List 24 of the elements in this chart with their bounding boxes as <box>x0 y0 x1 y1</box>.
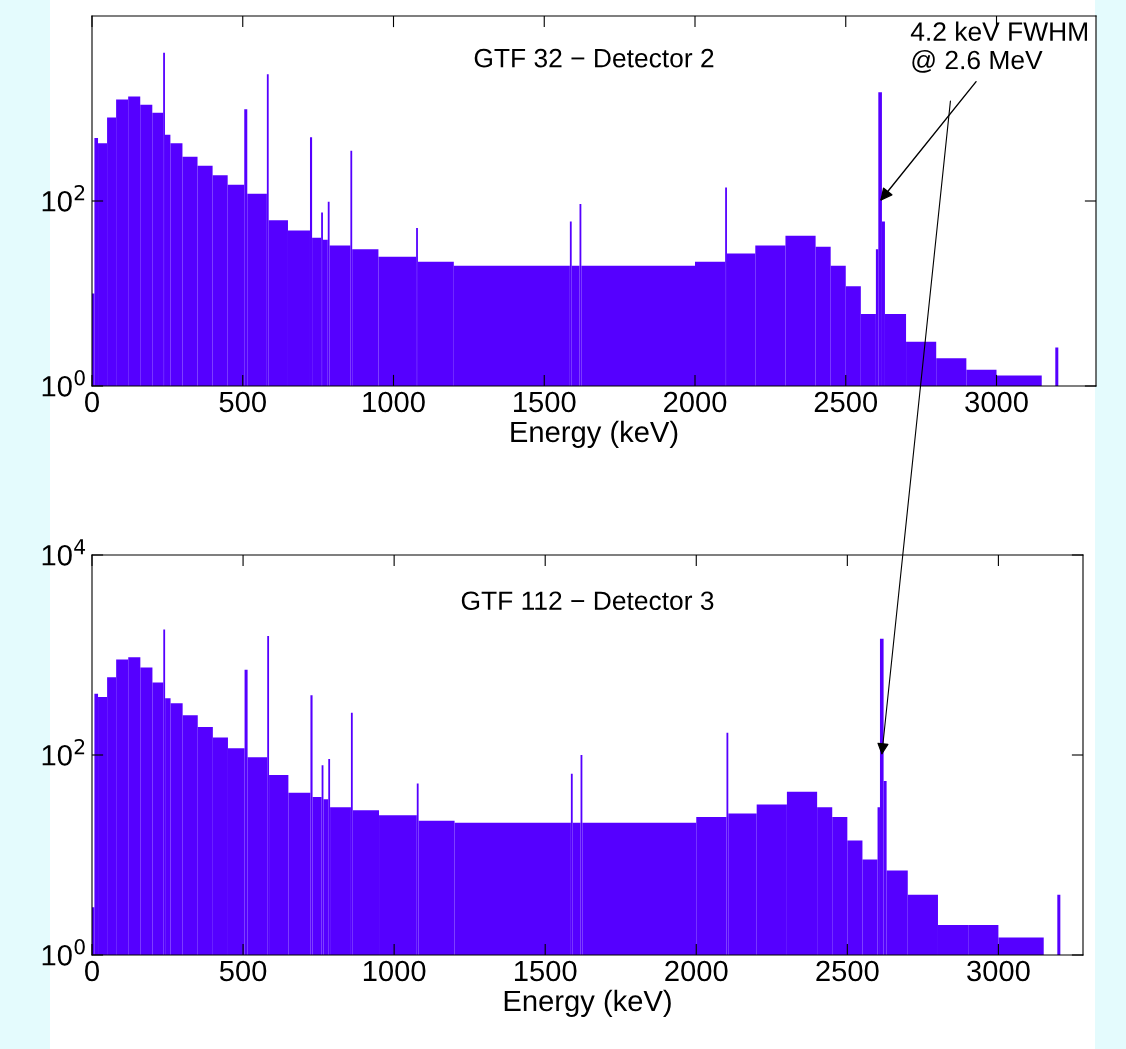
x-tick-label: 2000 <box>665 960 728 982</box>
text: GTF 112 − Detector 3 <box>461 591 714 611</box>
y-tick-label: 10$^{2}$ <box>42 739 85 766</box>
x-tick-label: 2500 <box>816 960 879 982</box>
x-tick-label: 0 <box>85 391 99 413</box>
annotation: 4.2 keV FWHM @ 2.6 MeV <box>910 21 1087 73</box>
x-tick-label: 1500 <box>514 391 576 413</box>
y-tick-label: 10$^{2}$ <box>42 185 85 212</box>
x-axis-title: Energy (keV) <box>504 989 671 1018</box>
y-tick-label: 10$^{0}$ <box>42 370 85 397</box>
x-tick-label: 0 <box>85 960 99 982</box>
x-tick-label: 500 <box>219 391 266 413</box>
x-axis-title: Energy (keV) <box>511 420 678 449</box>
y-tick-label: 10$^{0}$ <box>42 939 85 966</box>
x-tick-label: 1000 <box>363 391 425 413</box>
x-tick-label: 2000 <box>664 391 727 413</box>
x-tick-label: 3000 <box>967 960 1030 982</box>
x-tick-label: 3000 <box>965 391 1028 413</box>
x-tick-label: 1500 <box>514 960 577 982</box>
text: GTF 32 − Detector 2 <box>474 48 714 68</box>
y-tick-label: 10$^{4}$ <box>42 539 86 566</box>
x-tick-label: 1000 <box>363 960 426 982</box>
x-tick-label: 2500 <box>814 391 878 413</box>
x-tick-label: 500 <box>219 960 267 982</box>
